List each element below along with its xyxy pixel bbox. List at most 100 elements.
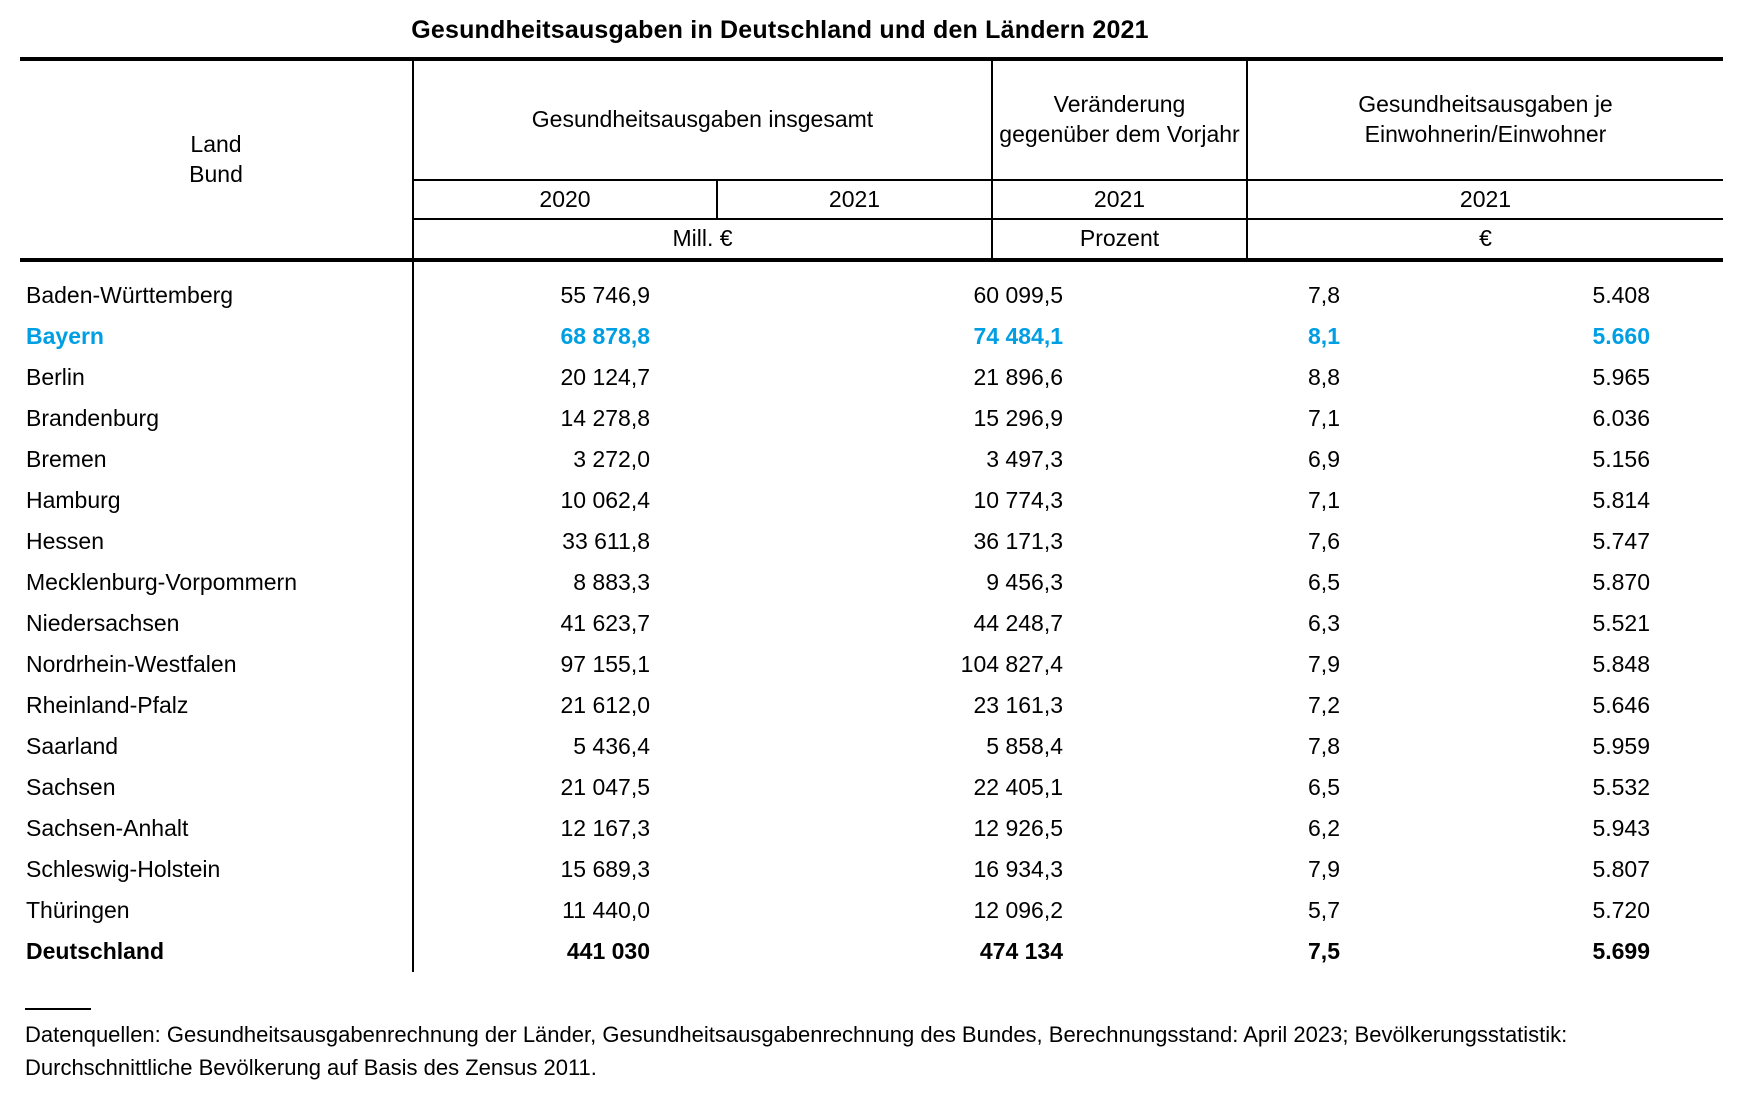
- cell-change-percent: 6,5: [1308, 569, 1340, 595]
- table-row: Saarland 5 436,4 5 858,4 7,8 5.959: [20, 726, 1723, 767]
- cell-land: Hamburg: [20, 480, 414, 521]
- cell-land: Thüringen: [20, 890, 414, 931]
- cell-per-capita-euro: 5.156: [1592, 446, 1650, 472]
- cell-change-percent: 7,2: [1308, 692, 1340, 718]
- table-row: Thüringen 11 440,0 12 096,2 5,7 5.720: [20, 890, 1723, 931]
- cell-2021-mill-euro: 60 099,5: [973, 282, 1063, 308]
- cell-2020-mill-euro: 14 278,8: [560, 405, 650, 431]
- cell-2021-mill-euro: 104 827,4: [960, 651, 1063, 677]
- cell-2020-mill-euro: 12 167,3: [560, 815, 650, 841]
- cell-land: Mecklenburg-Vorpommern: [20, 562, 414, 603]
- cell-2021-mill-euro: 36 171,3: [973, 528, 1063, 554]
- cell-change-percent: 7,8: [1308, 733, 1340, 759]
- cell-per-capita-euro: 5.965: [1592, 364, 1650, 390]
- year-header-2021-change: 2021: [992, 180, 1248, 220]
- year-header-2020: 2020: [413, 180, 718, 220]
- cell-per-capita-euro: 5.532: [1592, 774, 1650, 800]
- column-header-bund: Bund: [189, 160, 243, 187]
- table-body: Baden-Württemberg 55 746,9 60 099,5 7,8 …: [20, 262, 1724, 972]
- cell-2020-mill-euro: 20 124,7: [560, 364, 650, 390]
- table-row: Hamburg 10 062,4 10 774,3 7,1 5.814: [20, 480, 1723, 521]
- table-row: Sachsen 21 047,5 22 405,1 6,5 5.532: [20, 767, 1723, 808]
- cell-per-capita-euro: 5.747: [1592, 528, 1650, 554]
- cell-change-percent: 7,9: [1308, 651, 1340, 677]
- cell-2020-mill-euro: 21 047,5: [560, 774, 650, 800]
- cell-per-capita-euro: 5.521: [1592, 610, 1650, 636]
- cell-2020-mill-euro: 441 030: [566, 938, 650, 964]
- cell-per-capita-euro: 5.408: [1592, 282, 1650, 308]
- cell-2020-mill-euro: 11 440,0: [562, 897, 650, 923]
- table-row: Hessen 33 611,8 36 171,3 7,6 5.747: [20, 521, 1723, 562]
- table-row: Sachsen-Anhalt 12 167,3 12 926,5 6,2 5.9…: [20, 808, 1723, 849]
- cell-land: Niedersachsen: [20, 603, 414, 644]
- cell-2020-mill-euro: 41 623,7: [560, 610, 650, 636]
- column-group-total-expenditure: Gesundheitsausgaben insgesamt: [413, 59, 993, 181]
- cell-2021-mill-euro: 10 774,3: [973, 487, 1063, 513]
- table-row: Berlin 20 124,7 21 896,6 8,8 5.965: [20, 357, 1723, 398]
- cell-2020-mill-euro: 10 062,4: [560, 487, 650, 513]
- cell-land: Sachsen: [20, 767, 414, 808]
- cell-change-percent: 8,1: [1308, 323, 1340, 349]
- footnote-line-2: Durchschnittliche Bevölkerung auf Basis …: [25, 1055, 597, 1080]
- cell-2020-mill-euro: 3 272,0: [573, 446, 650, 472]
- cell-2021-mill-euro: 5 858,4: [986, 733, 1063, 759]
- cell-2021-mill-euro: 9 456,3: [986, 569, 1063, 595]
- cell-change-percent: 6,2: [1308, 815, 1340, 841]
- cell-2020-mill-euro: 5 436,4: [573, 733, 650, 759]
- cell-land: Schleswig-Holstein: [20, 849, 414, 890]
- column-header-land-bund: Land Bund: [20, 59, 414, 260]
- cell-land: Bremen: [20, 439, 414, 480]
- cell-2021-mill-euro: 74 484,1: [973, 323, 1063, 349]
- cell-2021-mill-euro: 15 296,9: [973, 405, 1063, 431]
- cell-per-capita-euro: 5.720: [1592, 897, 1650, 923]
- cell-per-capita-euro: 5.959: [1592, 733, 1650, 759]
- cell-change-percent: 8,8: [1308, 364, 1340, 390]
- cell-2020-mill-euro: 97 155,1: [560, 651, 650, 677]
- cell-change-percent: 5,7: [1308, 897, 1340, 923]
- footnote-divider: [25, 1008, 91, 1010]
- unit-header-percent: Prozent: [992, 219, 1248, 260]
- cell-per-capita-euro: 5.807: [1592, 856, 1650, 882]
- cell-land: Rheinland-Pfalz: [20, 685, 414, 726]
- cell-2020-mill-euro: 68 878,8: [560, 323, 650, 349]
- cell-land: Baden-Württemberg: [20, 262, 414, 316]
- cell-per-capita-euro: 5.699: [1592, 938, 1650, 964]
- cell-change-percent: 7,1: [1308, 405, 1340, 431]
- table-row: Bremen 3 272,0 3 497,3 6,9 5.156: [20, 439, 1723, 480]
- cell-land: Berlin: [20, 357, 414, 398]
- footnote: Datenquellen: Gesundheitsausgabenrechnun…: [25, 1018, 1725, 1084]
- cell-land: Hessen: [20, 521, 414, 562]
- unit-header-euro: €: [1479, 225, 1492, 252]
- year-header-2021-total: 2021: [717, 180, 993, 220]
- table-row: Deutschland 441 030 474 134 7,5 5.699: [20, 931, 1723, 972]
- cell-land: Saarland: [20, 726, 414, 767]
- cell-land: Deutschland: [20, 931, 414, 972]
- cell-change-percent: 6,3: [1308, 610, 1340, 636]
- table-header: Land Bund Gesundheitsausgaben insgesamt …: [20, 57, 1723, 262]
- table-row: Schleswig-Holstein 15 689,3 16 934,3 7,9…: [20, 849, 1723, 890]
- cell-change-percent: 6,9: [1308, 446, 1340, 472]
- cell-per-capita-euro: 5.814: [1592, 487, 1650, 513]
- cell-land: Sachsen-Anhalt: [20, 808, 414, 849]
- cell-land: Brandenburg: [20, 398, 414, 439]
- table-row: Nordrhein-Westfalen 97 155,1 104 827,4 7…: [20, 644, 1723, 685]
- table-row: Rheinland-Pfalz 21 612,0 23 161,3 7,2 5.…: [20, 685, 1723, 726]
- cell-change-percent: 7,9: [1308, 856, 1340, 882]
- cell-2021-mill-euro: 16 934,3: [973, 856, 1063, 882]
- table-row: Niedersachsen 41 623,7 44 248,7 6,3 5.52…: [20, 603, 1723, 644]
- cell-change-percent: 7,6: [1308, 528, 1340, 554]
- cell-2020-mill-euro: 15 689,3: [560, 856, 650, 882]
- column-group-per-capita: Gesundheitsausgaben je Einwohnerin/Einwo…: [1247, 59, 1723, 181]
- cell-change-percent: 7,1: [1308, 487, 1340, 513]
- cell-per-capita-euro: 5.870: [1592, 569, 1650, 595]
- cell-land: Nordrhein-Westfalen: [20, 644, 414, 685]
- cell-2021-mill-euro: 12 096,2: [973, 897, 1063, 923]
- cell-per-capita-euro: 5.646: [1592, 692, 1650, 718]
- table-row: Mecklenburg-Vorpommern 8 883,3 9 456,3 6…: [20, 562, 1723, 603]
- column-header-land: Land: [190, 130, 242, 157]
- cell-2021-mill-euro: 22 405,1: [973, 774, 1063, 800]
- cell-2020-mill-euro: 8 883,3: [573, 569, 650, 595]
- year-header-2021-per-capita: 2021: [1247, 180, 1723, 220]
- page-title: Gesundheitsausgaben in Deutschland und d…: [411, 16, 1149, 44]
